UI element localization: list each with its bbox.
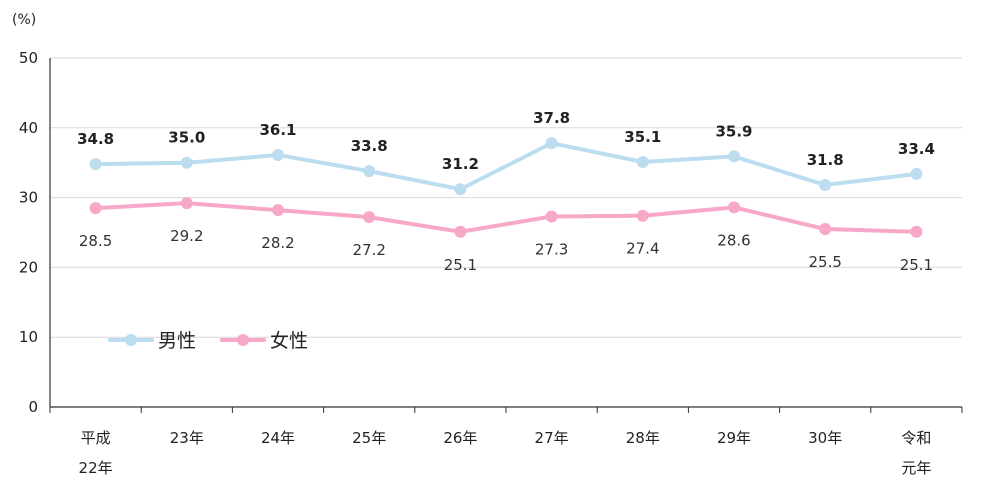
data-point: [180, 156, 193, 169]
x-tick-label: 平成 22年: [79, 429, 113, 477]
data-label: 33.8: [351, 137, 388, 155]
x-tick-label-line: 平成: [81, 429, 111, 447]
data-label: 35.9: [715, 122, 752, 140]
data-point: [636, 156, 649, 169]
axes: [49, 58, 963, 413]
x-tick-label-line: 29年: [717, 429, 751, 447]
series-group: 34.8 35.0 36.1 33.8 31.2 37.8 35.1 35.9 31.8 33.4…: [77, 109, 935, 274]
data-label: 33.4: [898, 140, 935, 158]
y-axis-ticks: 0 10 20 30 40 50: [19, 49, 38, 416]
data-label: 25.1: [900, 256, 933, 274]
legend-item-female: 女性: [220, 330, 308, 352]
x-tick-label-line: 元年: [901, 459, 931, 477]
x-tick-label: 23年: [170, 429, 204, 447]
legend-label: 女性: [270, 330, 308, 352]
data-point: [272, 204, 284, 217]
series-line: [93, 141, 919, 192]
data-label: 31.8: [807, 151, 844, 169]
y-tick-label: 50: [19, 49, 38, 67]
x-tick-label-line: 令和: [901, 429, 931, 447]
x-tick-label: 29年: [717, 429, 751, 447]
y-tick-label: 30: [19, 189, 38, 207]
data-point: [545, 210, 558, 223]
legend: 男性 女性: [108, 330, 308, 352]
x-tick-label-line: 26年: [443, 429, 477, 447]
x-tick-label-line: 30年: [808, 429, 842, 447]
data-label: 35.0: [168, 129, 205, 147]
x-tick-label-line: 22年: [79, 459, 113, 477]
data-point: [363, 211, 376, 224]
data-point: [728, 150, 740, 163]
data-point: [728, 201, 740, 214]
gridlines: [50, 57, 962, 338]
y-tick-label: 40: [19, 119, 38, 137]
y-tick-label: 20: [19, 258, 38, 276]
series-line: [93, 201, 919, 234]
legend-swatch-marker: [237, 334, 249, 346]
data-point: [363, 165, 376, 178]
data-point: [272, 149, 284, 162]
data-label: 29.2: [170, 227, 203, 245]
data-label: 34.8: [77, 130, 114, 148]
x-tick-label: 27年: [535, 429, 569, 447]
y-axis-unit-label: (%): [12, 12, 36, 28]
x-tick-label-line: 28年: [626, 429, 660, 447]
x-tick-label-line: 24年: [261, 429, 295, 447]
data-label: 28.6: [717, 231, 750, 249]
y-tick-label: 0: [28, 398, 38, 416]
data-label: 25.5: [808, 253, 841, 271]
data-label: 36.1: [259, 121, 296, 139]
data-label: 35.1: [624, 128, 661, 146]
series-male: 34.8 35.0 36.1 33.8 31.2 37.8 35.1 35.9 31.8 33.4: [77, 109, 935, 196]
data-point: [545, 137, 558, 150]
x-axis-ticks: 平成 22年 23年 24年 25年 26年 27年 28年 29年 30年 令和元年: [79, 429, 932, 477]
data-point: [454, 225, 467, 238]
y-tick-label: 10: [19, 328, 38, 346]
data-label: 37.8: [533, 109, 570, 127]
series-female: 28.5 29.2 28.2 27.2 25.1 27.3 27.4 28.6 25.5 25.1: [79, 197, 933, 274]
data-point: [910, 225, 923, 238]
data-label: 28.5: [79, 232, 112, 250]
data-point: [89, 202, 102, 215]
data-point: [89, 158, 102, 171]
data-point: [819, 179, 832, 192]
data-point: [454, 183, 467, 196]
x-tick-label-line: 23年: [170, 429, 204, 447]
data-label: 27.3: [535, 240, 568, 258]
legend-label: 男性: [158, 330, 196, 352]
data-point: [819, 223, 832, 236]
x-tick-label: 25年: [352, 429, 386, 447]
data-point: [636, 209, 649, 222]
data-label: 28.2: [261, 234, 294, 252]
data-label: 25.1: [444, 256, 477, 274]
legend-item-male: 男性: [108, 330, 196, 352]
x-tick-label: 26年: [443, 429, 477, 447]
data-label: 31.2: [442, 155, 479, 173]
x-tick-label-line: 25年: [352, 429, 386, 447]
data-point: [910, 167, 923, 180]
x-tick-label-line: 27年: [535, 429, 569, 447]
data-point: [180, 197, 193, 210]
x-tick-label: 30年: [808, 429, 842, 447]
x-tick-label: 28年: [626, 429, 660, 447]
x-tick-label: 令和元年: [901, 429, 931, 477]
x-tick-label: 24年: [261, 429, 295, 447]
data-label: 27.2: [352, 241, 385, 259]
data-label: 27.4: [626, 240, 659, 258]
legend-swatch-marker: [125, 334, 137, 346]
